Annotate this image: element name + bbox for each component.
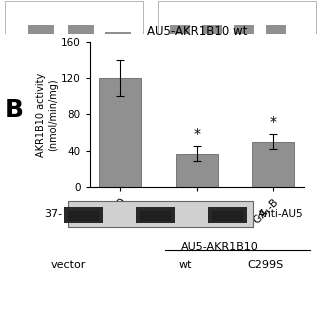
- Bar: [208, 207, 247, 223]
- Bar: [5, 1, 143, 34]
- Bar: [202, 25, 222, 34]
- Bar: [68, 201, 253, 227]
- Bar: [158, 1, 316, 34]
- Bar: [170, 25, 190, 34]
- Text: AU5-AKR1B10: AU5-AKR1B10: [181, 242, 259, 252]
- Title: AU5-AKR1B10 wt: AU5-AKR1B10 wt: [147, 25, 247, 38]
- Bar: [68, 25, 94, 34]
- Bar: [140, 211, 171, 221]
- Bar: [176, 154, 218, 187]
- Bar: [99, 78, 141, 187]
- Text: B: B: [5, 98, 24, 122]
- Bar: [212, 211, 243, 221]
- Text: Anti-AU5: Anti-AU5: [258, 209, 303, 219]
- Bar: [136, 207, 175, 223]
- Bar: [252, 142, 294, 187]
- Text: *: *: [193, 127, 200, 141]
- Y-axis label: AKR1B10 activity
(nmol/min/mg): AKR1B10 activity (nmol/min/mg): [36, 72, 58, 156]
- Bar: [68, 211, 99, 221]
- Text: C299S: C299S: [247, 260, 283, 270]
- Bar: [64, 207, 103, 223]
- Text: *: *: [270, 115, 277, 129]
- Bar: [266, 25, 286, 34]
- Text: 37-: 37-: [44, 209, 62, 219]
- Text: wt: wt: [178, 260, 192, 270]
- Bar: [28, 25, 54, 34]
- Bar: [234, 25, 254, 34]
- Text: vector: vector: [50, 260, 86, 270]
- Bar: [105, 32, 131, 34]
